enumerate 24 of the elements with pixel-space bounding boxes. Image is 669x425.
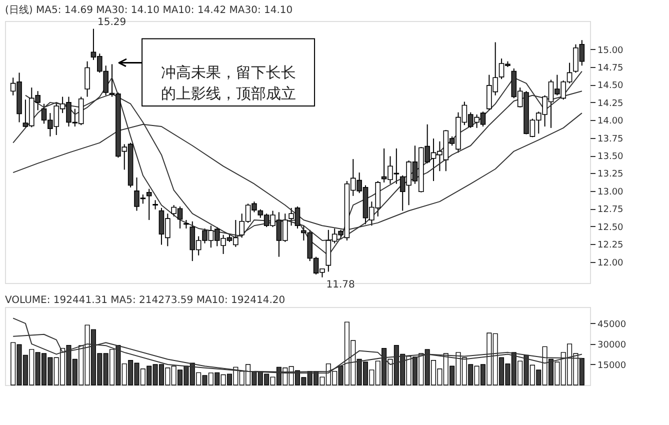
y-tick-label: 15000 — [598, 360, 626, 371]
y-tick-label: 12.00 — [598, 258, 624, 268]
annotation: 11.78 — [326, 279, 355, 290]
chart-title: (日线) MA5: 14.69 MA30: 14.10 MA10: 14.42 MA30: 14.10 — [5, 4, 293, 16]
y-tick-label: 12.75 — [598, 205, 624, 216]
candlestick — [84, 60, 90, 98]
y-tick-label: 14.00 — [598, 116, 624, 127]
y-tick-label: 45000 — [598, 320, 626, 330]
candlestick — [146, 188, 152, 220]
chart-title: VOLUME: 192441.31 MA5: 214273.59 MA10: 192414.20 — [5, 295, 286, 306]
candlestick — [152, 200, 158, 210]
annotation: 冲高未果，留下长长的上影线，顶部成立 — [160, 63, 296, 102]
y-tick-label: 14.50 — [598, 81, 624, 92]
y-tick-label: 30000 — [598, 340, 626, 350]
y-tick-label: 13.25 — [598, 170, 624, 180]
y-tick-label: 12.50 — [598, 222, 624, 233]
y-tick-label: 12.25 — [598, 240, 624, 251]
y-tick-label: 13.00 — [598, 187, 624, 198]
y-tick-label: 13.75 — [598, 134, 624, 144]
y-tick-label: 14.25 — [598, 98, 624, 109]
y-tick-label: 13.50 — [598, 152, 624, 162]
y-tick-label: 15.00 — [598, 46, 624, 56]
y-tick-label: 14.75 — [598, 64, 624, 74]
annotation: 15.29 — [97, 16, 126, 28]
